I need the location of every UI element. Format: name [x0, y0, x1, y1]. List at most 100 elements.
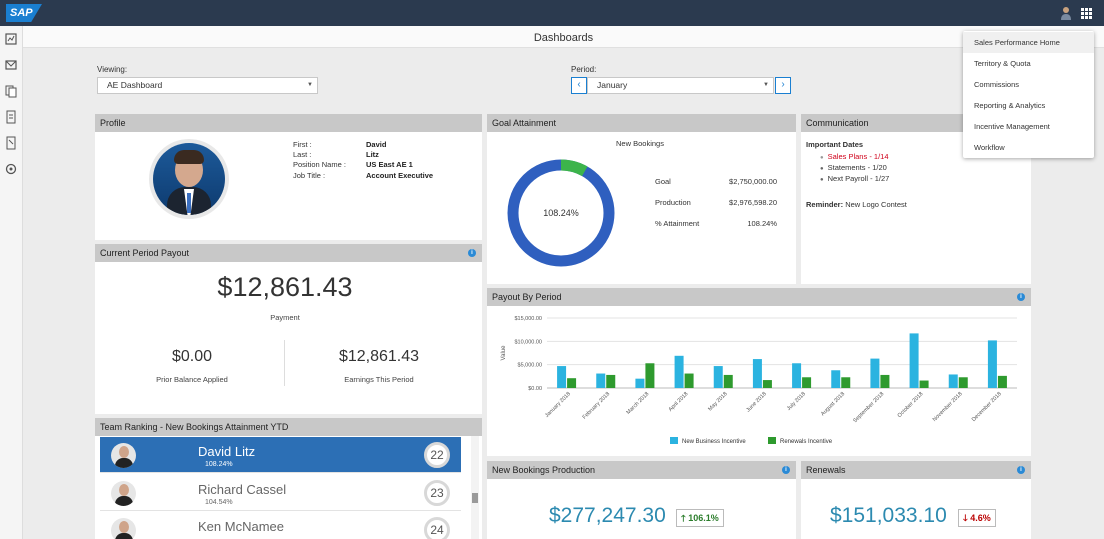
period-prev-button[interactable]: ‹	[571, 77, 587, 94]
goal-key: Production	[655, 198, 691, 207]
menu-item-territory-quota[interactable]: Territory & Quota	[974, 59, 1031, 68]
donut-chart: 108.24%	[507, 159, 615, 267]
profile-key: Last :	[293, 150, 312, 159]
report-icon[interactable]	[4, 110, 18, 124]
ranking-row[interactable]: Ken McNamee 24	[100, 512, 461, 539]
bar-renewals	[880, 374, 890, 388]
x-tick-label: March 2018	[626, 391, 651, 416]
bar-renewals	[997, 375, 1007, 388]
payout-by-period-header: Payout By Period	[487, 288, 1031, 306]
goal-value: 108.24%	[747, 219, 777, 228]
list-item[interactable]: ● Sales Plans - 1/14	[820, 152, 889, 161]
x-tick-label: July 2018	[786, 391, 807, 412]
period-value: January	[597, 80, 628, 90]
period-select[interactable]: January ▼	[587, 77, 774, 94]
bar-new-business	[713, 366, 723, 388]
x-tick-label: January 2018	[544, 391, 572, 419]
profile-header: Profile	[95, 114, 482, 132]
x-tick-label: February 2018	[582, 391, 612, 421]
menu-item-sales-performance-home[interactable]: Sales Performance Home	[963, 32, 1094, 53]
dashboard-icon[interactable]	[4, 32, 18, 46]
bar-renewals	[645, 363, 655, 388]
bar-new-business	[948, 374, 958, 388]
goal-key: % Attainment	[655, 219, 700, 228]
important-dates-heading: Important Dates	[806, 140, 864, 149]
left-rail	[0, 26, 23, 539]
menu-item-workflow[interactable]: Workflow	[974, 143, 1005, 152]
new-bookings-value: $277,247.30	[549, 504, 666, 527]
menu-item-incentive-management[interactable]: Incentive Management	[974, 122, 1050, 131]
grid-menu-icon[interactable]	[1081, 8, 1092, 19]
info-icon[interactable]: i	[1017, 293, 1025, 301]
renewals-panel: Renewals i $151,033.10 🡓 4.6%	[801, 461, 1031, 539]
ranking-name: Ken McNamee	[198, 519, 284, 534]
renewals-value: $151,033.10	[830, 504, 947, 527]
legend-label: New Business Incentive	[682, 439, 746, 445]
list-item: ● Next Payroll - 1/27	[820, 174, 890, 183]
x-tick-label: October 2018	[897, 391, 925, 419]
menu-item-commissions[interactable]: Commissions	[974, 80, 1020, 89]
profile-key: First :	[293, 140, 312, 149]
settings-icon[interactable]	[4, 162, 18, 176]
profile-value: Litz	[366, 150, 379, 159]
period-next-button[interactable]: ›	[775, 77, 791, 94]
book-icon[interactable]	[4, 136, 18, 150]
bar-new-business	[831, 370, 841, 388]
avatar	[149, 139, 229, 219]
y-tick-label: $15,000.00	[514, 316, 542, 322]
profile-panel: Profile First : David Last : Litz Positi…	[95, 114, 482, 240]
renewals-header: Renewals	[801, 461, 1031, 479]
ranking-name: David Litz	[198, 444, 256, 459]
bar-new-business	[596, 373, 606, 388]
chevron-down-icon: ▼	[763, 82, 769, 88]
y-tick-label: $10,000.00	[514, 339, 542, 345]
profile-key: Job Title :	[293, 171, 326, 180]
payout-by-period-panel: Payout By Period i $0.00 $5,000.00 $10,000…	[487, 288, 1031, 456]
goal-panel: Goal Attainment New Bookings 108.24% Goa…	[487, 114, 796, 284]
user-icon[interactable]	[1060, 6, 1072, 20]
goal-value: $2,750,000.00	[729, 177, 777, 186]
viewing-value: AE Dashboard	[107, 80, 163, 90]
app-menu: Sales Performance Home Territory & Quota…	[963, 31, 1094, 158]
info-icon[interactable]: i	[1017, 466, 1025, 474]
status-badge: 🡓 4.6%	[958, 509, 996, 527]
profile-value: Account Executive	[366, 171, 434, 180]
avatar	[111, 443, 136, 468]
sap-logo[interactable]: SAP	[6, 4, 42, 22]
legend-label: Renewals Incentive	[780, 439, 833, 445]
x-tick-label: April 2018	[668, 391, 690, 413]
ranking-badge: 22	[424, 442, 450, 468]
ranking-badge: 23	[424, 480, 450, 506]
viewing-label: Viewing:	[97, 65, 128, 74]
scrollbar[interactable]	[471, 436, 479, 539]
menu-item-reporting-analytics[interactable]: Reporting & Analytics	[974, 101, 1046, 110]
profile-value: David	[366, 140, 387, 149]
payment-amount: $12,861.43	[217, 272, 353, 302]
goal-value: $2,976,598.20	[729, 198, 777, 207]
goal-key: Goal	[655, 177, 671, 186]
bar-renewals	[958, 377, 968, 388]
info-icon[interactable]: i	[782, 466, 790, 474]
chevron-down-icon: ▼	[307, 82, 313, 88]
info-icon[interactable]: i	[468, 249, 476, 257]
bar-new-business	[674, 355, 684, 388]
payout-bar-chart: $0.00 $5,000.00 $10,000.00 $15,000.00 Value J…	[501, 316, 1017, 445]
shell-bar: SAP	[0, 0, 1104, 26]
bar-renewals	[606, 374, 616, 388]
viewing-select[interactable]: AE Dashboard ▼	[97, 77, 318, 94]
x-tick-label: June 2018	[745, 391, 767, 413]
documents-icon[interactable]	[4, 84, 18, 98]
earnings-label: Earnings This Period	[344, 375, 414, 384]
bar-renewals	[567, 378, 577, 388]
ranking-row[interactable]: David Litz 108.24% 22	[100, 437, 461, 473]
mail-icon[interactable]	[4, 58, 18, 72]
y-tick-label: $0.00	[528, 386, 542, 392]
ranking-row[interactable]: Richard Cassel 104.54% 23	[100, 475, 461, 511]
page-title: Dashboards	[23, 26, 1104, 48]
new-bookings-panel: New Bookings Production i $277,247.30 🡑 …	[487, 461, 796, 539]
scrollbar-thumb[interactable]	[472, 493, 478, 503]
goal-header: Goal Attainment	[487, 114, 796, 132]
bar-new-business	[635, 378, 645, 388]
earnings-amount: $12,861.43	[338, 348, 420, 365]
ranking-panel: Team Ranking - New Bookings Attainment Y…	[95, 418, 482, 539]
